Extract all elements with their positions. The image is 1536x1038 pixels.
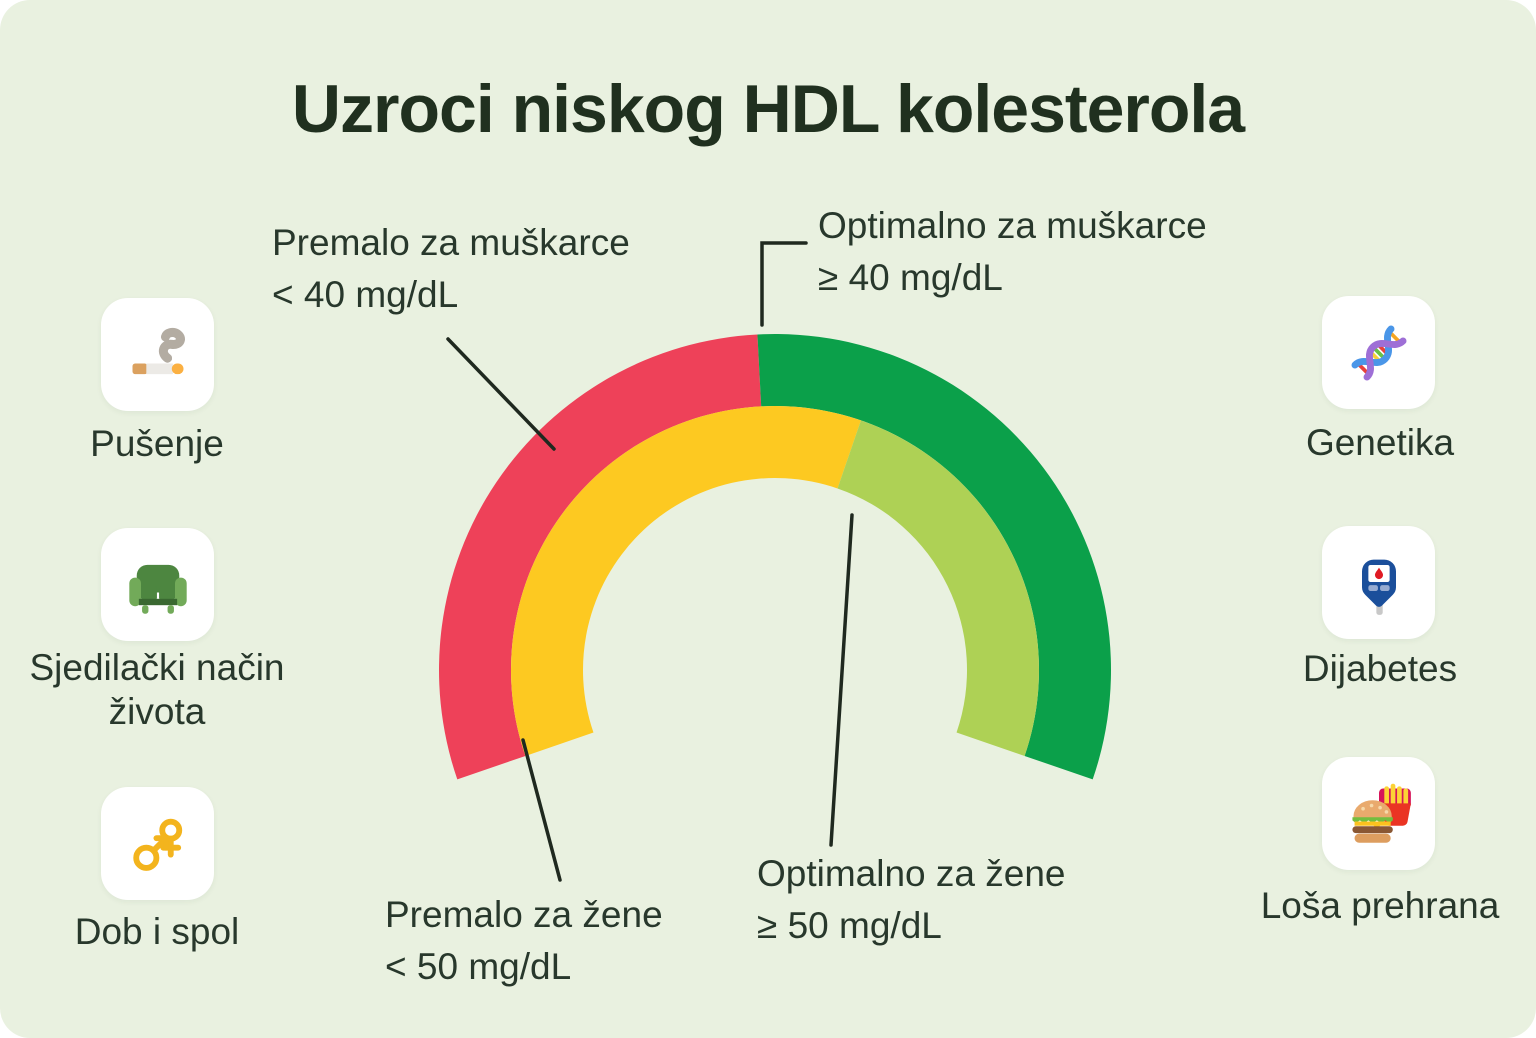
connector-line-too-low-women — [521, 738, 562, 882]
cause-label-poor-diet: Loša prehrana — [1260, 885, 1500, 926]
annotation-line: Optimalno za žene — [757, 853, 1066, 894]
annotation-optimal-men: Optimalno za muškarce ≥ 40 mg/dL — [818, 200, 1207, 304]
cause-card-age-gender — [101, 787, 214, 900]
connector-line-optimal-men — [760, 241, 808, 327]
annotation-line: < 50 mg/dL — [385, 946, 572, 987]
cause-card-sedentary — [101, 528, 214, 641]
gauge-segment-too-low-men — [438, 334, 762, 780]
cause-label-sedentary: Sjedilački način života — [29, 647, 285, 732]
cause-label-genetics: Genetika — [1305, 422, 1455, 463]
cause-label-age-gender: Dob i spol — [74, 911, 240, 952]
gauge-segment-optimal-women — [837, 420, 1040, 756]
burger-fries-icon — [1351, 783, 1411, 843]
annotation-line: ≥ 40 mg/dL — [818, 257, 1003, 298]
cause-card-poor-diet — [1322, 757, 1435, 870]
cause-card-genetics — [1322, 296, 1435, 409]
annotation-line: < 40 mg/dL — [272, 274, 459, 315]
page-title: Uzroci niskog HDL kolesterola — [291, 71, 1245, 147]
gauge-segment-too-low-women — [511, 405, 861, 756]
gender-icon — [132, 818, 182, 871]
connector-line-too-low-men — [446, 337, 556, 451]
annotation-too-low-women: Premalo za žene < 50 mg/dL — [385, 889, 663, 993]
annotation-line: Premalo za žene — [385, 894, 663, 935]
dna-icon — [1351, 325, 1406, 380]
cause-card-smoking — [101, 298, 214, 411]
annotation-line: Premalo za muškarce — [272, 222, 630, 263]
cigarette-icon — [132, 327, 185, 374]
gauge-segment-optimal-men — [757, 334, 1111, 780]
annotation-line: Optimalno za muškarce — [818, 205, 1207, 246]
annotation-line: ≥ 50 mg/dL — [757, 905, 942, 946]
connector-line-optimal-women — [829, 513, 854, 847]
annotation-too-low-men: Premalo za muškarce < 40 mg/dL — [272, 217, 630, 321]
couch-icon — [128, 564, 187, 614]
cause-label-diabetes: Dijabetes — [1302, 648, 1458, 689]
annotation-optimal-women: Optimalno za žene ≥ 50 mg/dL — [757, 848, 1066, 952]
cause-card-diabetes — [1322, 526, 1435, 639]
cause-label-smoking: Pušenje — [90, 423, 224, 464]
glucose-meter-icon — [1361, 559, 1396, 615]
